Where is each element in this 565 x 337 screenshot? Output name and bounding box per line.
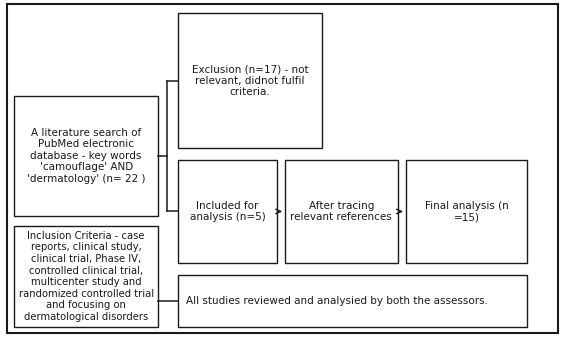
- Bar: [14, 96, 158, 216]
- Bar: [178, 275, 527, 327]
- Text: After tracing
relevant references: After tracing relevant references: [290, 201, 392, 222]
- Bar: [178, 13, 322, 148]
- Bar: [178, 160, 277, 263]
- Text: A literature search of
PubMed electronic
database - key words
'camouflage' AND
': A literature search of PubMed electronic…: [27, 128, 145, 184]
- Text: Final analysis (n
=15): Final analysis (n =15): [424, 201, 508, 222]
- Bar: [406, 160, 527, 263]
- Bar: [14, 226, 158, 327]
- Text: Inclusion Criteria - case
reports, clinical study,
clinical trial, Phase IV,
con: Inclusion Criteria - case reports, clini…: [19, 231, 154, 322]
- Text: All studies reviewed and analysied by both the assessors.: All studies reviewed and analysied by bo…: [186, 296, 489, 306]
- Text: Included for
analysis (n=5): Included for analysis (n=5): [189, 201, 266, 222]
- Bar: [285, 160, 398, 263]
- Text: Exclusion (n=17) - not
relevant, didnot fulfil
criteria.: Exclusion (n=17) - not relevant, didnot …: [192, 64, 308, 97]
